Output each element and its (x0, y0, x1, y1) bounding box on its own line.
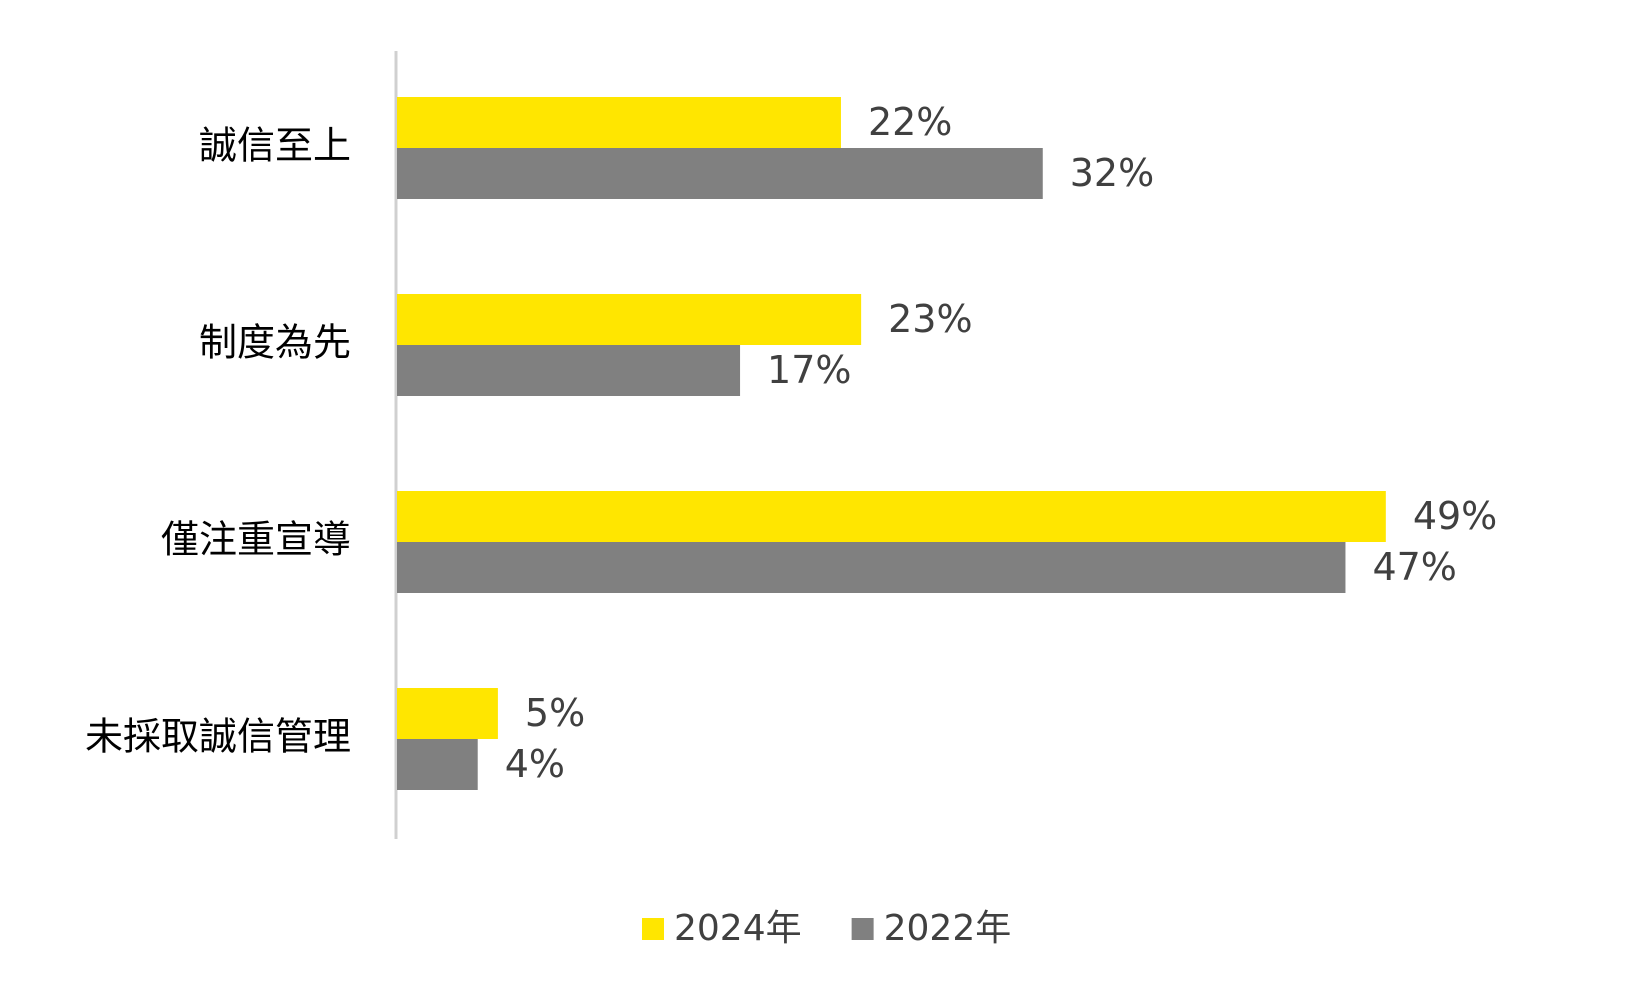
category-label: 誠信至上 (199, 124, 351, 168)
bar (397, 97, 841, 148)
bar (397, 345, 741, 396)
legend-swatch (851, 918, 874, 940)
data-label: 23% (888, 297, 972, 341)
data-label: 49% (1413, 494, 1497, 538)
data-label: 32% (1070, 151, 1154, 195)
legend-label: 2024年 (674, 908, 802, 949)
bar (397, 739, 478, 790)
bar (397, 491, 1386, 542)
category-label: 未採取誠信管理 (85, 715, 351, 759)
data-label: 4% (505, 742, 565, 786)
bar (397, 294, 862, 345)
data-label: 17% (767, 348, 851, 392)
category-label: 制度為先 (199, 321, 351, 365)
category-label: 僅注重宣導 (161, 518, 351, 562)
data-label: 47% (1372, 545, 1456, 589)
data-label: 22% (868, 100, 952, 144)
legend-label: 2022年 (884, 908, 1012, 949)
bar (397, 688, 498, 739)
legend-swatch (642, 918, 664, 940)
data-label: 5% (525, 691, 585, 735)
bar (397, 148, 1043, 199)
bar (397, 542, 1346, 593)
